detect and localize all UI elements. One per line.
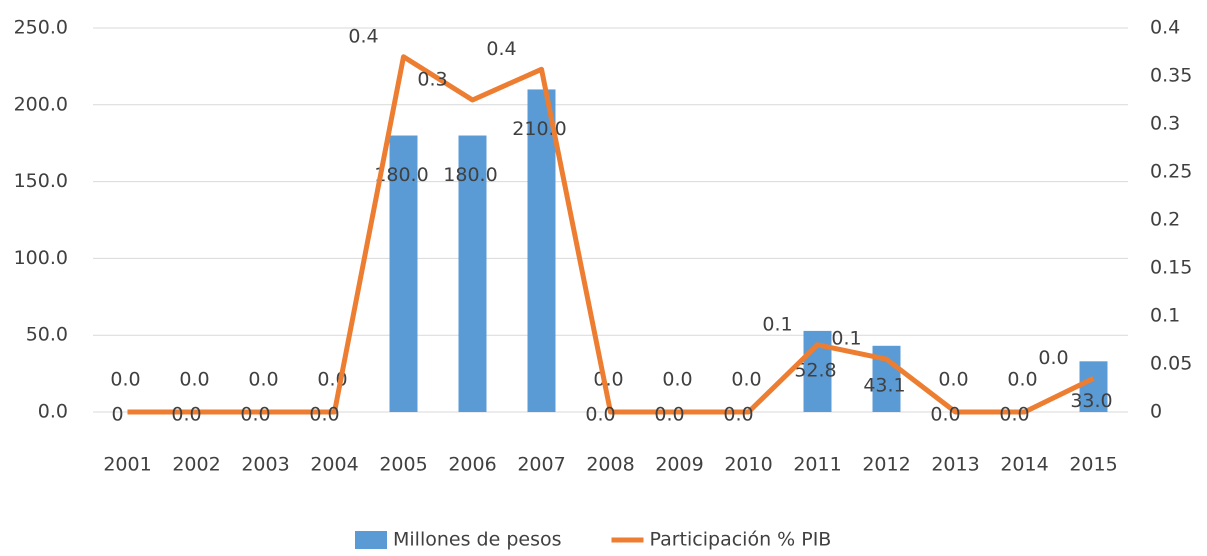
legend-label: Millones de pesos — [393, 529, 562, 551]
y2-tick-label: 0 — [1150, 401, 1162, 423]
x-tick-label: 2014 — [1000, 454, 1048, 476]
x-tick-label: 2002 — [172, 454, 220, 476]
bar — [527, 89, 556, 412]
bar-value-label: 0.0 — [110, 369, 140, 391]
y2-tick-label: 0.25 — [1150, 161, 1192, 183]
x-tick-label: 2012 — [862, 454, 910, 476]
line-value-label: 0 — [111, 404, 123, 426]
y2-tick-label: 0.05 — [1150, 353, 1192, 375]
bar — [1079, 361, 1108, 412]
line-value-label: 0.0 — [171, 404, 201, 426]
bar — [389, 135, 418, 412]
line-value-label: 0.0 — [240, 404, 270, 426]
x-tick-label: 2003 — [241, 454, 289, 476]
y-tick-label: 200.0 — [14, 93, 68, 115]
line-value-label: 0.0 — [723, 404, 753, 426]
bar-value-label: 210.0 — [512, 118, 566, 140]
bar-value-label: 0.0 — [938, 369, 968, 391]
bar-value-label: 0.0 — [731, 369, 761, 391]
line-value-label: 0.0 — [309, 404, 339, 426]
bar-value-label: 0.0 — [593, 369, 623, 391]
bar-value-label: 43.1 — [863, 374, 905, 396]
y2-tick-label: 0.15 — [1150, 257, 1192, 279]
line-value-label: 0.1 — [762, 313, 792, 335]
bar-value-label: 52.8 — [794, 359, 836, 381]
bar-value-label: 0.0 — [662, 369, 692, 391]
legend-swatch — [355, 531, 387, 549]
line-value-label: 0.3 — [417, 69, 447, 91]
x-tick-label: 2008 — [586, 454, 634, 476]
y2-tick-label: 0.3 — [1150, 113, 1180, 135]
bar-value-label: 180.0 — [374, 164, 428, 186]
x-tick-label: 2001 — [103, 454, 151, 476]
line — [127, 54, 1095, 415]
line-value-label: 0.4 — [486, 38, 516, 60]
bar-value-label: 0.0 — [248, 369, 278, 391]
line-value-label: 0.4 — [348, 25, 378, 47]
x-tick-label: 2004 — [310, 454, 358, 476]
line-value-label: 0.1 — [831, 328, 861, 350]
line-value-label: 0.0 — [930, 404, 960, 426]
bar-value-label: 0.0 — [1007, 369, 1037, 391]
line-value-label: 0.0 — [1038, 347, 1068, 369]
line-value-label: 0.0 — [654, 404, 684, 426]
line-value-label: 0.0 — [585, 404, 615, 426]
y-tick-label: 250.0 — [14, 17, 68, 39]
bar-value-label: 180.0 — [443, 164, 497, 186]
x-tick-label: 2011 — [793, 454, 841, 476]
x-tick-label: 2013 — [931, 454, 979, 476]
x-tick-label: 2005 — [379, 454, 427, 476]
y2-tick-label: 0.4 — [1150, 17, 1180, 39]
x-tick-label: 2010 — [724, 454, 772, 476]
y-tick-label: 0.0 — [38, 401, 68, 423]
legend-label: Participación % PIB — [650, 529, 832, 551]
x-tick-label: 2006 — [448, 454, 496, 476]
y-tick-label: 100.0 — [14, 247, 68, 269]
bar-value-label: 0.0 — [179, 369, 209, 391]
bar — [458, 135, 487, 412]
x-tick-label: 2015 — [1069, 454, 1117, 476]
y2-tick-label: 0.35 — [1150, 65, 1192, 87]
line-value-label: 0.0 — [999, 404, 1029, 426]
x-tick-label: 2009 — [655, 454, 703, 476]
y2-tick-label: 0.2 — [1150, 209, 1180, 231]
x-tick-label: 2007 — [517, 454, 565, 476]
y-tick-label: 50.0 — [26, 324, 68, 346]
y2-tick-label: 0.1 — [1150, 305, 1180, 327]
bar-value-label: 33.0 — [1070, 390, 1112, 412]
y-tick-label: 150.0 — [14, 170, 68, 192]
